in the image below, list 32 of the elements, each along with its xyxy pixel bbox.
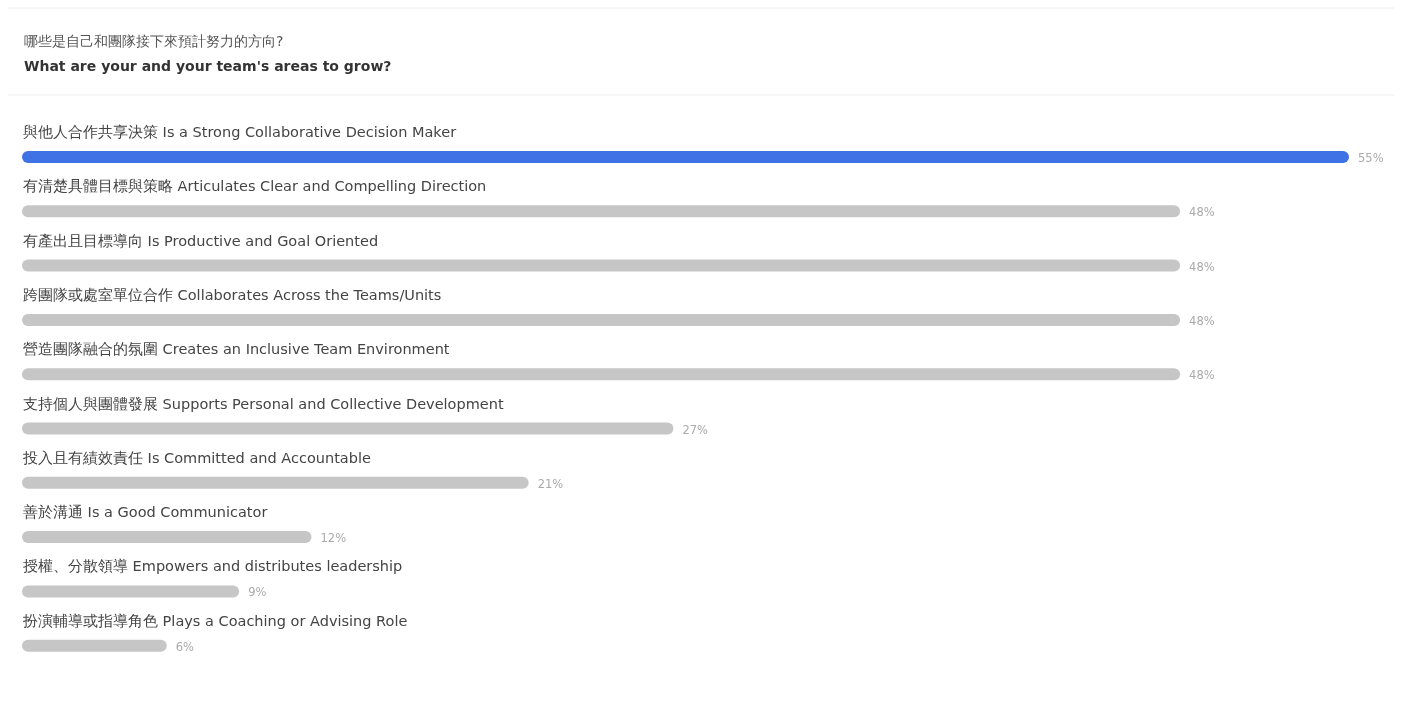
bar (22, 476, 529, 489)
data-label: 55% (1358, 151, 1384, 165)
y-tick-label: 支持個人與團體發展 Supports Personal and Collective Development (23, 395, 504, 412)
data-label: 48% (1189, 368, 1215, 383)
bar (22, 422, 674, 435)
data-label: 6% (175, 639, 195, 654)
bar (22, 531, 312, 544)
bar (22, 151, 1349, 163)
y-tick-label: 營造團隊融合的氛圍 Creates an Inclusive Team Environment (23, 341, 450, 358)
data-label: 9% (248, 585, 267, 600)
data-label: 12% (320, 531, 347, 546)
y-tick-label: 扮演輔導或指導角色 Plays a Coaching or Advising Role (22, 612, 408, 629)
y-tick-label: 投入且有績效責任 Is Committed and Accountable (22, 449, 371, 466)
chart-subtitle: What are your and your team's areas to grow? (24, 58, 392, 74)
bar (22, 313, 1181, 326)
y-tick-label: 跨團隊或處室單位合作 Collaborates Across the Teams/Units (23, 286, 442, 303)
bar (22, 639, 167, 652)
data-label: 21% (537, 476, 564, 491)
y-tick-label: 善於溝通 Is a Good Communicator (23, 504, 268, 521)
data-label: 48% (1189, 205, 1215, 220)
data-label: 48% (1189, 313, 1215, 328)
y-tick-label: 授權、分散領導 Empowers and distributes leadership (23, 558, 403, 575)
y-tick-label: 有產出且目標導向 Is Productive and Goal Oriented (23, 232, 379, 249)
y-tick-label: 與他人合作共享決策 Is a Strong Collaborative Decision Maker (23, 124, 457, 140)
chart-title: 哪些是自己和團隊接下來預計努力的方向? (24, 33, 284, 49)
data-label: 48% (1189, 259, 1215, 274)
data-label: 27% (682, 422, 709, 437)
bar (22, 585, 240, 598)
bar (22, 205, 1181, 218)
bar (22, 259, 1181, 272)
y-tick-label: 有清楚具體目標與策略 Articulates Clear and Compelling Direction (23, 178, 487, 195)
bar (22, 368, 1181, 381)
